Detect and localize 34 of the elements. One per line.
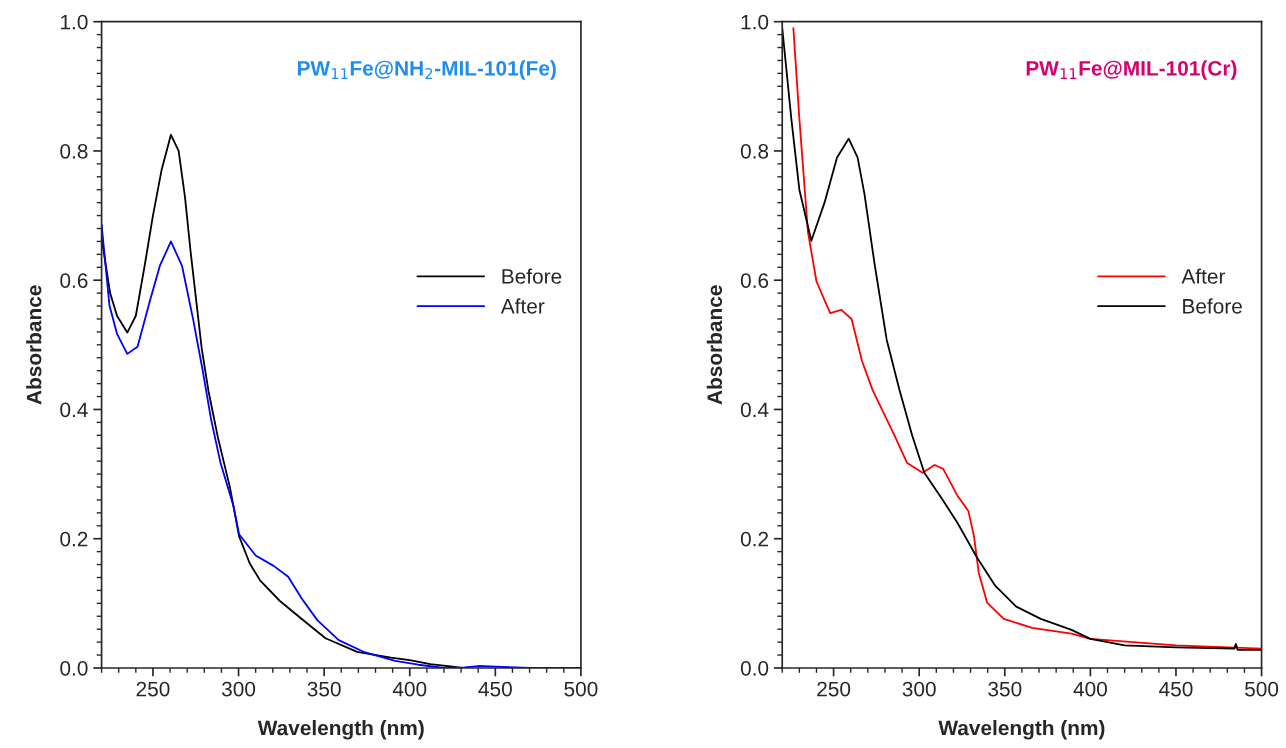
x-axis-title: Wavelength (nm) xyxy=(938,720,1105,740)
y-tick-label: 0.8 xyxy=(740,143,769,159)
legend-label: After xyxy=(500,298,545,314)
y-tick-label: 0.6 xyxy=(740,273,769,288)
y-axis-title: Absorbance xyxy=(26,285,42,405)
y-tick-label: 0.2 xyxy=(60,531,88,547)
legend-label: After xyxy=(1181,268,1226,284)
y-axis-title: Absorbance xyxy=(706,285,723,405)
text: PW$_{11}$Fe@NH$_{2}$-MIL-101(Fe) xyxy=(297,60,556,80)
x-tick-label: 450 xyxy=(478,681,512,697)
legend-label: Before xyxy=(1183,298,1242,314)
x-tick-label: 500 xyxy=(564,681,598,697)
y-tick-label: 1.0 xyxy=(61,14,88,30)
x-tick-label: 350 xyxy=(988,681,1022,697)
x-tick-label: 450 xyxy=(1159,681,1193,697)
legend-label: Before xyxy=(502,268,562,284)
y-tick-label: 0.2 xyxy=(740,531,768,547)
y-tick-label: 0.0 xyxy=(740,660,769,676)
x-tick-label: 250 xyxy=(136,681,170,697)
y-tick-label: 0.8 xyxy=(60,143,88,159)
x-tick-label: 500 xyxy=(1245,681,1279,697)
x-tick-label: 300 xyxy=(902,681,936,697)
y-tick-label: 0.4 xyxy=(740,402,769,418)
y-tick-label: 1.0 xyxy=(741,14,769,30)
x-tick-label: 250 xyxy=(817,681,851,697)
y-tick-label: 0.0 xyxy=(60,660,88,676)
text: PW$_{11}$Fe@MIL-101(Cr) xyxy=(1026,60,1237,80)
y-tick-label: 0.6 xyxy=(60,273,88,288)
x-axis-title: Wavelength (nm) xyxy=(257,720,424,740)
x-tick-label: 300 xyxy=(221,681,256,697)
x-tick-label: 350 xyxy=(307,681,341,697)
x-tick-label: 400 xyxy=(1073,681,1107,697)
y-tick-label: 0.4 xyxy=(60,402,88,418)
x-tick-label: 400 xyxy=(392,681,427,697)
